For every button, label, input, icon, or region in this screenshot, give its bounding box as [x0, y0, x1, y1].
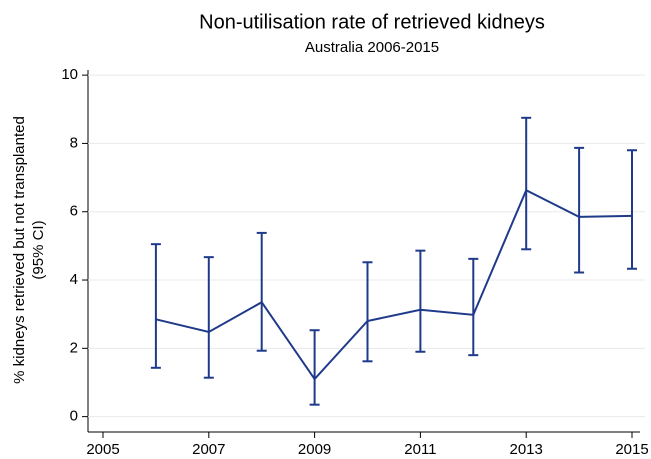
y-axis-label: % kidneys retrieved but not transplanted: [11, 116, 28, 384]
x-tick-label: 2005: [86, 441, 119, 458]
y-tick-label: 2: [70, 339, 78, 356]
x-tick-label: 2011: [404, 441, 436, 458]
y-tick-label: 0: [70, 408, 78, 425]
chart-subtitle: Australia 2006-2015: [305, 39, 439, 56]
y-tick-label: 6: [70, 203, 78, 220]
y-tick-label: 8: [70, 134, 78, 151]
y-tick-label: 4: [70, 271, 78, 288]
x-tick-label: 2009: [298, 441, 331, 458]
x-tick-label: 2015: [615, 441, 648, 458]
data-line: [155, 188, 633, 381]
x-tick-label: 2007: [192, 441, 225, 458]
x-tick-label: 2013: [510, 441, 543, 458]
chart-title: Non-utilisation rate of retrieved kidney…: [199, 11, 545, 33]
y-axis-label: (95% CI): [30, 220, 47, 279]
y-tick-label: 10: [61, 66, 78, 83]
